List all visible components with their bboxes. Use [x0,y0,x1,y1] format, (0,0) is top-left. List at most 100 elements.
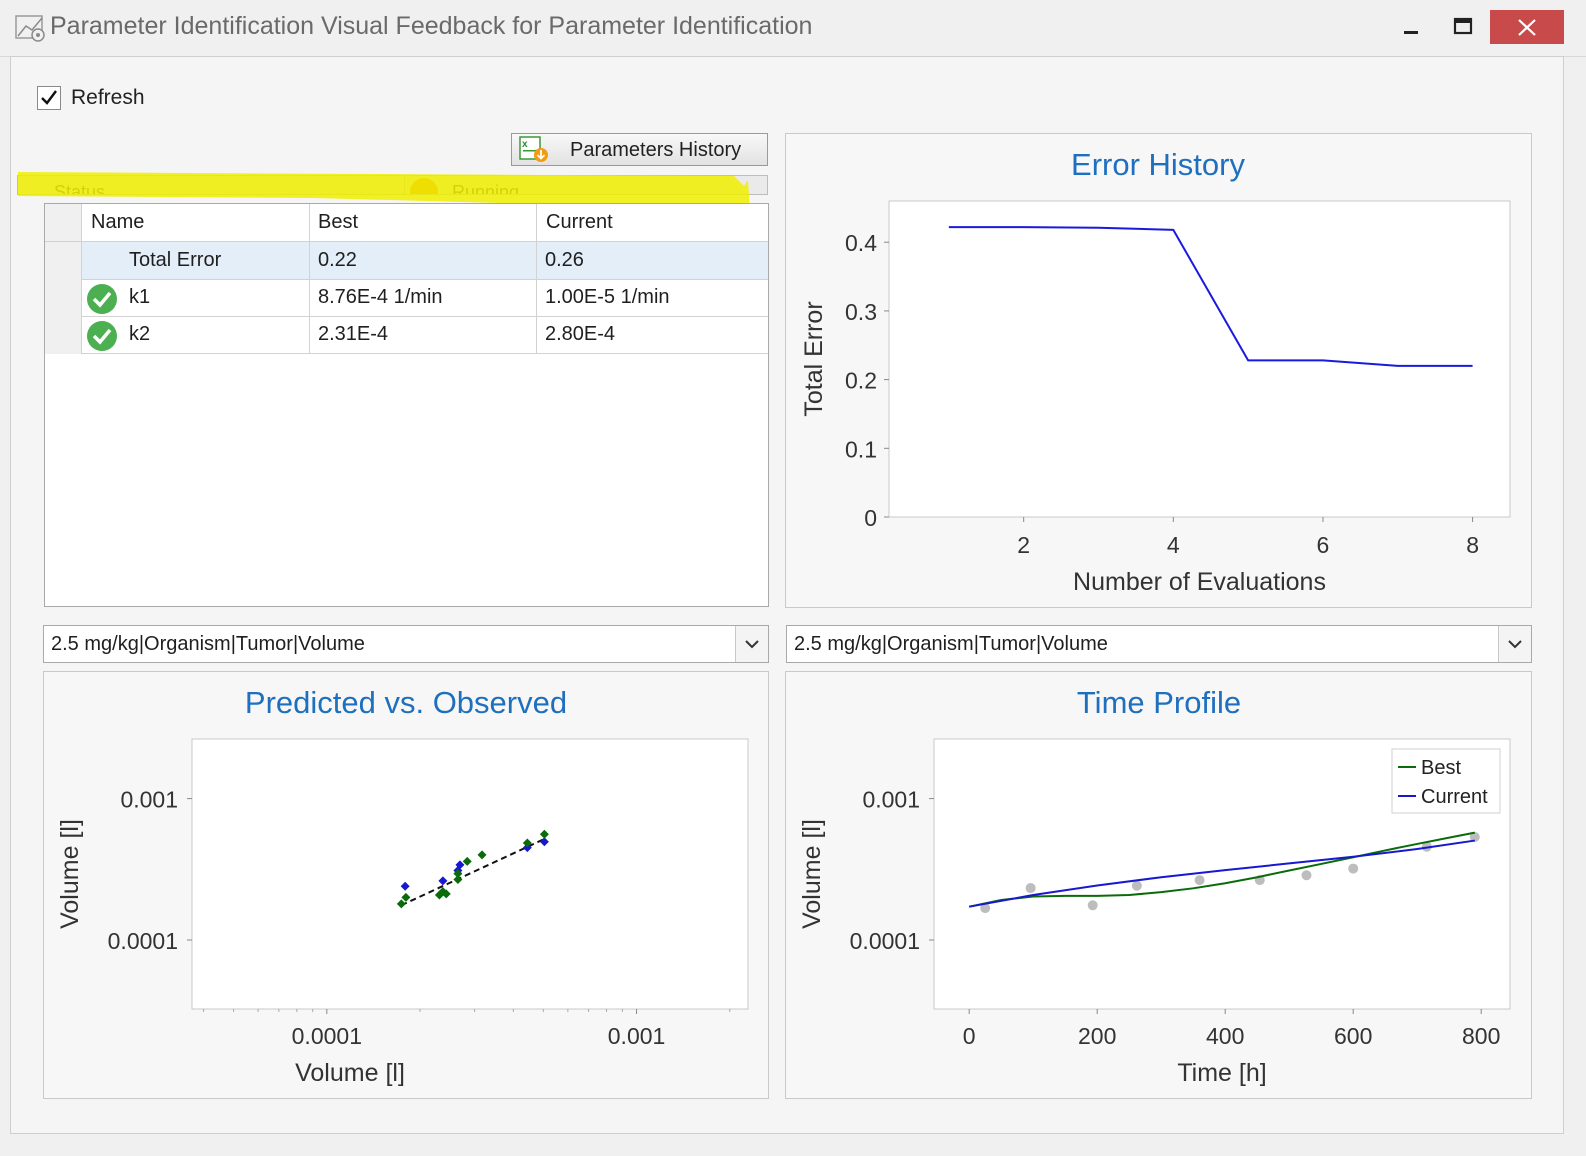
best-data-point [441,889,451,899]
y-tick-label: 0.001 [120,787,178,813]
current-series-line [969,839,1475,908]
best-data-point [539,829,549,839]
status-bar: Status Running [17,175,768,195]
legend-box [1391,748,1501,814]
status-label: Status [54,182,106,195]
x-tick-label: 400 [1206,1023,1244,1049]
y-tick-label: 0.3 [845,299,877,325]
best-data-point [453,869,463,879]
time-profile-panel: Time Profile 0.001 0.0001 0 200 400 600 800 Time… [785,671,1532,1099]
x-tick-label: 2 [1017,532,1030,558]
column-header-best[interactable]: Best [318,211,359,233]
x-tick-label: 0 [963,1023,976,1049]
close-icon[interactable] [1490,10,1564,44]
status-value: Running [452,182,520,195]
row-total-error-name[interactable]: Total Error [129,249,222,271]
y-tick-label: 0.0001 [850,928,920,954]
window-title: Parameter Identification Visual Feedback… [50,12,813,40]
refresh-checkbox[interactable] [37,86,61,110]
best-series-line [968,831,1475,908]
best-data-point [434,890,444,900]
observed-data-point [1087,900,1098,911]
row-k2-best[interactable]: 2.31E-4 [318,323,389,345]
y-tick-label: 0.1 [845,436,877,462]
time-profile-chart: Time Profile 0.001 0.0001 0 200 400 600 800 Time… [798,685,1511,1087]
x-tick-label: 8 [1466,532,1479,558]
chevron-down-icon[interactable] [1498,626,1531,662]
table-row-highlight [81,241,768,279]
refresh-label[interactable]: Refresh [71,86,145,109]
best-data-point [462,856,472,866]
column-header-name[interactable]: Name [91,211,145,233]
row-k1-best[interactable]: 8.76E-4 1/min [318,286,443,308]
chart-title: Predicted vs. Observed [245,685,567,720]
identity-line [400,838,545,907]
current-data-point [400,881,410,891]
best-data-point [401,892,411,902]
current-data-point [539,837,549,847]
predicted-vs-observed-chart: Predicted vs. Observed 0.001 0.0001 0.0001 0… [56,685,749,1087]
row-k2-current[interactable]: 2.80E-4 [545,323,616,345]
y-axis-label: Volume [l] [56,819,84,929]
observed-data-point [1131,880,1142,891]
parameter-identification-icon [15,15,45,42]
current-data-point [522,843,532,853]
maximize-icon[interactable] [1438,10,1486,44]
y-tick-label: 0 [864,505,877,531]
current-data-point [438,876,448,886]
x-axis-label: Number of Evaluations [1073,568,1326,596]
y-tick-label: 0.2 [845,368,877,394]
checkmark-icon [41,90,57,105]
column-header-current[interactable]: Current [546,211,613,233]
legend-label: Current [1421,786,1488,808]
y-tick-label: 0.001 [862,787,920,813]
best-data-point [522,838,532,848]
x-tick-label: 200 [1078,1023,1116,1049]
parameters-table: Name Best Current Total Error 0.22 0.26 … [44,203,769,607]
total-error-series-line [948,226,1473,367]
x-tick-label: 0.0001 [292,1023,362,1049]
observed-data-point [1025,883,1036,894]
title-bar: Parameter Identification Visual Feedback… [0,0,1586,57]
right-selector-value: 2.5 mg/kg|Organism|Tumor|Volume [794,633,1108,655]
plot-area [888,200,1511,518]
current-data-point [455,860,465,870]
y-tick-label: 0.4 [845,230,877,256]
row-k1-current[interactable]: 1.00E-5 1/min [545,286,670,308]
check-icon [87,321,117,351]
status-separator [404,176,405,194]
svg-text:x: x [522,139,528,150]
left-curve-selector[interactable]: 2.5 mg/kg|Organism|Tumor|Volume [43,625,769,663]
chart-title: Time Profile [1077,685,1241,720]
row-total-error-best[interactable]: 0.22 [318,249,357,271]
x-axis-label: Volume [l] [295,1059,405,1087]
y-axis-label: Volume [l] [798,819,826,929]
parameters-history-label: Parameters History [570,139,742,161]
observed-data-point [1301,870,1312,881]
chevron-down-icon[interactable] [735,626,768,662]
x-axis-label: Time [h] [1177,1059,1266,1087]
error-history-chart: Error History 0 0.1 0.2 0.3 0.4 2 4 6 8 Number of … [800,147,1511,596]
running-icon [410,178,438,194]
observed-data-point [980,903,991,914]
x-tick-label: 0.001 [608,1023,666,1049]
row-indicator-column [45,204,81,354]
row-k2-name[interactable]: k2 [129,323,151,345]
parameters-history-button[interactable]: x Parameters History [511,133,768,166]
row-total-error-current[interactable]: 0.26 [545,249,584,271]
x-tick-label: 600 [1334,1023,1372,1049]
predicted-vs-observed-panel: Predicted vs. Observed 0.001 0.0001 0.0001 0… [43,671,769,1099]
excel-export-icon: x [519,136,548,162]
best-data-point [453,874,463,884]
row-k1-name[interactable]: k1 [129,286,151,308]
chart-title: Error History [1071,147,1245,182]
right-curve-selector[interactable]: 2.5 mg/kg|Organism|Tumor|Volume [786,625,1532,663]
error-history-panel: Error History 0 0.1 0.2 0.3 0.4 2 4 6 8 Number of … [785,133,1532,608]
minimize-icon[interactable] [1386,10,1434,44]
observed-data-point [1348,863,1359,874]
best-data-point [396,899,406,909]
observed-data-point [1469,832,1480,843]
legend-label: Best [1421,757,1461,779]
y-tick-label: 0.0001 [108,928,178,954]
left-selector-value: 2.5 mg/kg|Organism|Tumor|Volume [51,633,365,655]
